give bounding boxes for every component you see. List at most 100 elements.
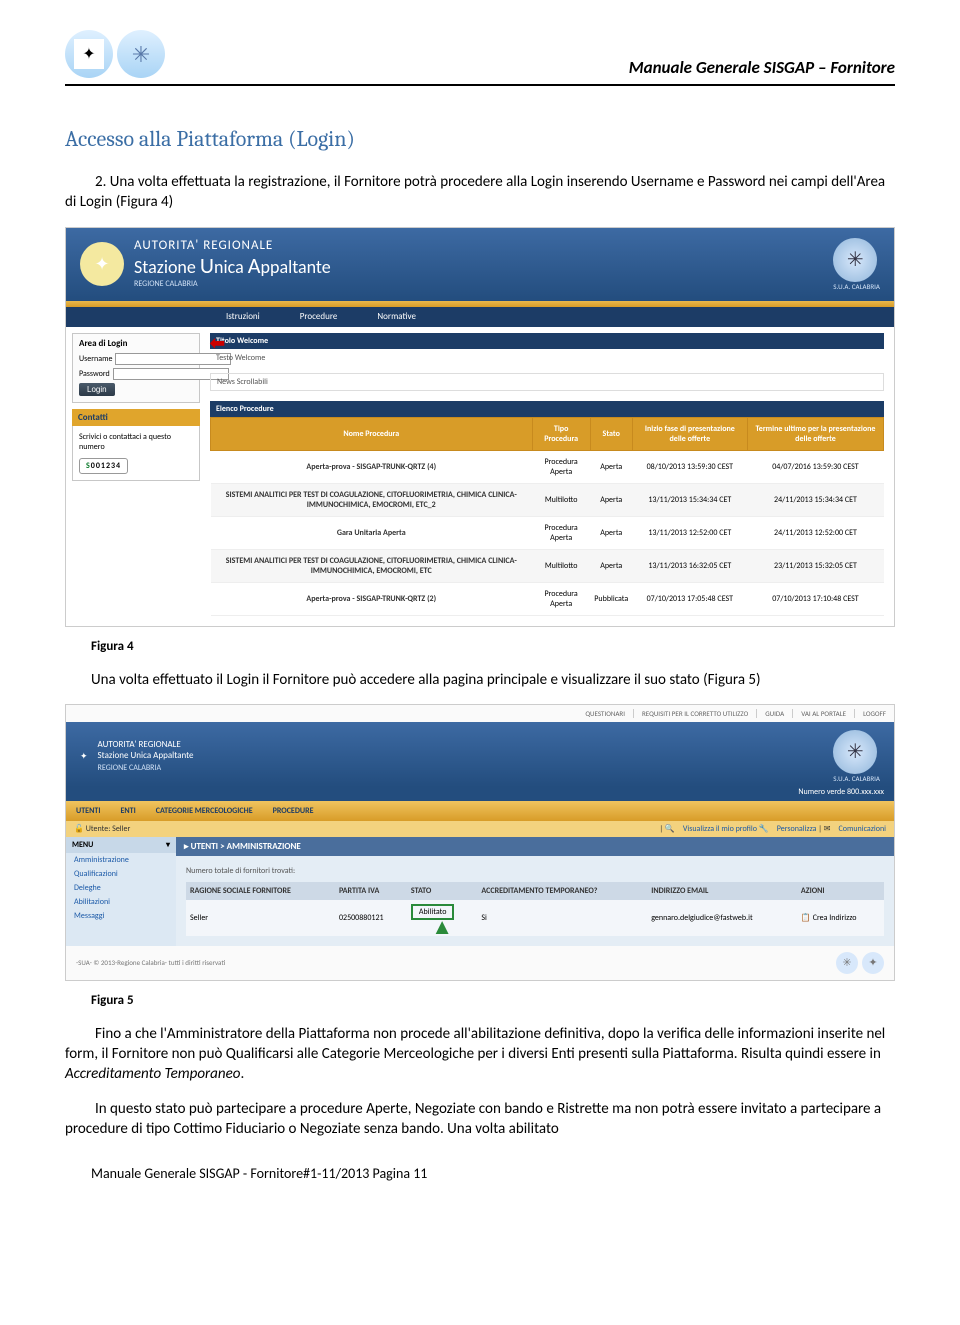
figure-4-caption: Figura 4	[91, 639, 895, 654]
contacts-text: Scrivici o contattaci a questo numero	[79, 432, 193, 452]
cell: Procedura Aperta	[532, 582, 590, 615]
th: RAGIONE SOCIALE FORNITORE	[186, 882, 335, 900]
sidebar: Area di Login⬅ Username Password Login C…	[66, 327, 206, 626]
cell: 07/10/2013 17:05:48 CEST	[632, 582, 747, 615]
cell: 13/11/2013 16:32:05 CET	[632, 549, 747, 582]
sua-label: S.U.A. CALABRIA	[833, 282, 880, 291]
table-row: Gara Unitaria ApertaProcedura ApertaAper…	[211, 516, 884, 549]
th-type: Tipo Procedura	[532, 417, 590, 450]
sidebar-item[interactable]: Amministrazione	[66, 853, 176, 867]
chevron-down-icon[interactable]: ▾	[166, 840, 170, 850]
utente-label: Utente: Seller	[86, 824, 130, 834]
footer-logos: ✳ ✦	[836, 952, 884, 974]
page-header: Manuale Generale SISGAP – Fornitore	[65, 30, 895, 78]
cell-action[interactable]: 📋 Crea Indirizzo	[797, 900, 884, 936]
sidebar-item[interactable]: Deleghe	[66, 881, 176, 895]
nav-item[interactable]: Istruzioni	[226, 311, 260, 322]
page-footer: Manuale Generale SISGAP - Fornitore#1-11…	[91, 1165, 895, 1182]
cell: Multilotto	[532, 483, 590, 516]
news-bar: News Scrollabili	[210, 373, 884, 391]
top-link[interactable]: QUESTIONARI	[577, 709, 625, 718]
top-link[interactable]: GUIDA	[756, 709, 784, 718]
nav-item[interactable]: Normative	[377, 311, 416, 322]
contacts-header: Contatti	[72, 409, 200, 426]
cell: Aperta	[590, 450, 632, 483]
th: INDIRIZZO EMAIL	[647, 882, 797, 900]
cell: 08/10/2013 13:59:30 CEST	[632, 450, 747, 483]
paragraph-4: In questo stato può partecipare a proced…	[65, 1099, 895, 1140]
cell: 07/10/2013 17:10:48 CEST	[747, 582, 883, 615]
personalize-link[interactable]: Personalizza	[777, 824, 817, 834]
sidebar-item[interactable]: Messaggi	[66, 909, 176, 923]
region-label: REGIONE CALABRIA	[98, 763, 194, 773]
cell: Gara Unitaria Aperta	[211, 516, 533, 549]
contacts-body: Scrivici o contattaci a questo numero S0…	[72, 426, 200, 481]
sidebar-item[interactable]: Abilitazioni	[66, 895, 176, 909]
main-content: Titolo Welcome Testo Welcome News Scroll…	[206, 327, 894, 626]
cell: Aperta	[590, 549, 632, 582]
password-label: Password	[79, 369, 110, 379]
sidebar-item[interactable]: Qualificazioni	[66, 867, 176, 881]
suppliers-table: RAGIONE SOCIALE FORNITORE PARTITA IVA ST…	[186, 882, 884, 936]
top-right-links: QUESTIONARI REQUISITI PER IL CORRETTO UT…	[66, 705, 894, 722]
table-row: SISTEMI ANALITICI PER TEST DI COAGULAZIO…	[211, 483, 884, 516]
top-nav: Istruzioni Procedure Normative	[66, 307, 894, 327]
cell: 13/11/2013 12:52:00 CET	[632, 516, 747, 549]
top-link[interactable]: REQUISITI PER IL CORRETTO UTILIZZO	[633, 709, 748, 718]
cell: Procedura Aperta	[532, 516, 590, 549]
cell: Procedura Aperta	[532, 450, 590, 483]
th: AZIONI	[797, 882, 884, 900]
cell: Aperta-prova - SISGAP-TRUNK-QRTZ (2)	[211, 582, 533, 615]
menu-item[interactable]: ENTI	[110, 806, 145, 816]
logo-compass-icon	[117, 30, 165, 78]
th-start: Inizio fase di presentazione delle offer…	[632, 417, 747, 450]
cell: SISTEMI ANALITICI PER TEST DI COAGULAZIO…	[211, 483, 533, 516]
logo-region-icon	[65, 30, 113, 78]
figure-5-caption: Figura 5	[91, 993, 895, 1008]
paragraph-2: Una volta effettuato il Login il Fornito…	[91, 670, 895, 690]
app-banner: ✦ AUTORITA' REGIONALE Stazione Unica App…	[66, 228, 894, 301]
login-button[interactable]: Login	[79, 383, 115, 396]
sub-gold-bar: 🔓 Utente: Seller | 🔍Visualizza il mio pr…	[66, 821, 894, 837]
mini-emblem-icon: ✦	[862, 952, 884, 974]
cell: SISTEMI ANALITICI PER TEST DI COAGULAZIO…	[211, 549, 533, 582]
numero-verde: Numero verde 800.xxx.xxx	[66, 787, 894, 801]
header-logos	[65, 30, 165, 78]
login-box-title: Area di Login	[79, 338, 127, 349]
header-title: Manuale Generale SISGAP – Fornitore	[629, 57, 895, 78]
gold-menu: UTENTI ENTI CATEGORIE MERCEOLOGICHE PROC…	[66, 801, 894, 821]
app-footer: -SUA- © 2013-Regione Calabria- tutti i d…	[66, 946, 894, 980]
cell: 04/07/2016 13:59:30 CEST	[747, 450, 883, 483]
comms-link[interactable]: Comunicazioni	[838, 824, 886, 834]
top-link[interactable]: VAI AL PORTALE	[792, 709, 846, 718]
total-label: Numero totale di fornitori trovati:	[186, 866, 884, 876]
menu-item[interactable]: UTENTI	[66, 806, 110, 816]
menu-item[interactable]: PROCEDURE	[263, 806, 324, 816]
list-number: 2.	[95, 173, 106, 191]
procedures-header: Elenco Procedure	[210, 401, 884, 417]
welcome-text: Testo Welcome	[210, 351, 884, 373]
cell: 24/11/2013 12:52:00 CET	[747, 516, 883, 549]
profile-link[interactable]: Visualizza il mio profilo	[683, 824, 757, 834]
red-arrow-icon: ⬅	[210, 338, 225, 348]
cell[interactable]: Seller	[186, 900, 335, 936]
cell: Pubblicata	[590, 582, 632, 615]
login-box: Area di Login⬅ Username Password Login	[72, 333, 200, 403]
th-end: Termine ultimo per la presentazione dell…	[747, 417, 883, 450]
main-content-2: ▸ UTENTI > AMMINISTRAZIONE Numero totale…	[176, 837, 894, 946]
app-banner-2: ✦ AUTORITA' REGIONALE Stazione Unica App…	[66, 722, 894, 787]
th-state: Stato	[590, 417, 632, 450]
menu-item[interactable]: CATEGORIE MERCEOLOGICHE	[146, 806, 263, 816]
username-label: Username	[79, 354, 112, 364]
menu-header: MENU▾	[66, 837, 176, 853]
cell: 13/11/2013 15:34:34 CET	[632, 483, 747, 516]
th: PARTITA IVA	[335, 882, 407, 900]
nav-item[interactable]: Procedure	[300, 311, 338, 322]
top-link[interactable]: LOGOFF	[854, 709, 886, 718]
table-row: Aperta-prova - SISGAP-TRUNK-QRTZ (2)Proc…	[211, 582, 884, 615]
table-row: SISTEMI ANALITICI PER TEST DI COAGULAZIO…	[211, 549, 884, 582]
sua-label: S.U.A. CALABRIA	[833, 774, 880, 783]
region-emblem-icon: ✦	[80, 242, 124, 286]
region-emblem-icon: ✦	[80, 751, 88, 762]
compass-icon: ✳	[833, 730, 877, 774]
